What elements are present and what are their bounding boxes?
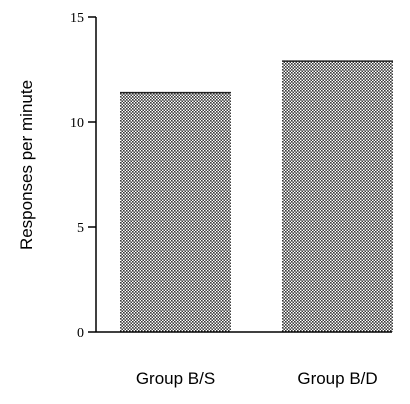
x-category-label-1: Group B/D: [297, 369, 377, 388]
y-tick-label-2: 10: [70, 116, 84, 131]
bar-1: [282, 61, 393, 332]
y-tick-label-3: 15: [70, 11, 84, 26]
bar-0: [120, 92, 231, 332]
y-tick-label-1: 5: [77, 221, 84, 236]
x-category-label-0: Group B/S: [136, 369, 215, 388]
y-axis-title: Responses per minute: [17, 80, 36, 250]
y-tick-label-0: 0: [77, 326, 84, 341]
